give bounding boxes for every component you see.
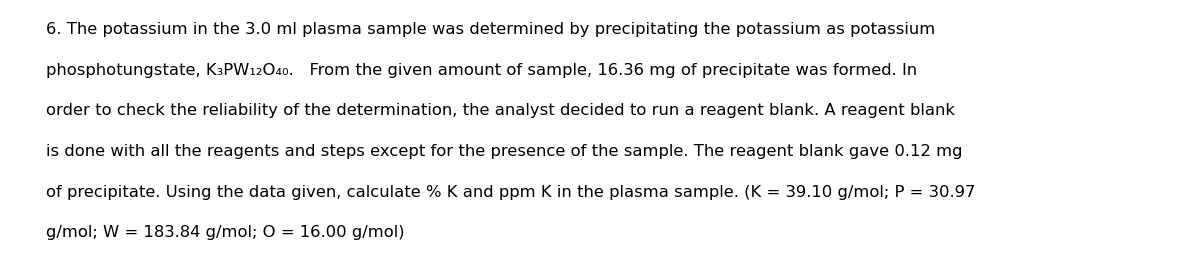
Text: phosphotungstate, K₃PW₁₂O₄₀.   From the given amount of sample, 16.36 mg of prec: phosphotungstate, K₃PW₁₂O₄₀. From the gi…	[46, 63, 917, 78]
Text: 6. The potassium in the 3.0 ml plasma sample was determined by precipitating the: 6. The potassium in the 3.0 ml plasma sa…	[46, 22, 935, 37]
Text: g/mol; W = 183.84 g/mol; O = 16.00 g/mol): g/mol; W = 183.84 g/mol; O = 16.00 g/mol…	[46, 226, 404, 241]
Text: order to check the reliability of the determination, the analyst decided to run : order to check the reliability of the de…	[46, 103, 955, 119]
Text: of precipitate. Using the data given, calculate % K and ppm K in the plasma samp: of precipitate. Using the data given, ca…	[46, 185, 974, 200]
Text: is done with all the reagents and steps except for the presence of the sample. T: is done with all the reagents and steps …	[46, 144, 962, 159]
